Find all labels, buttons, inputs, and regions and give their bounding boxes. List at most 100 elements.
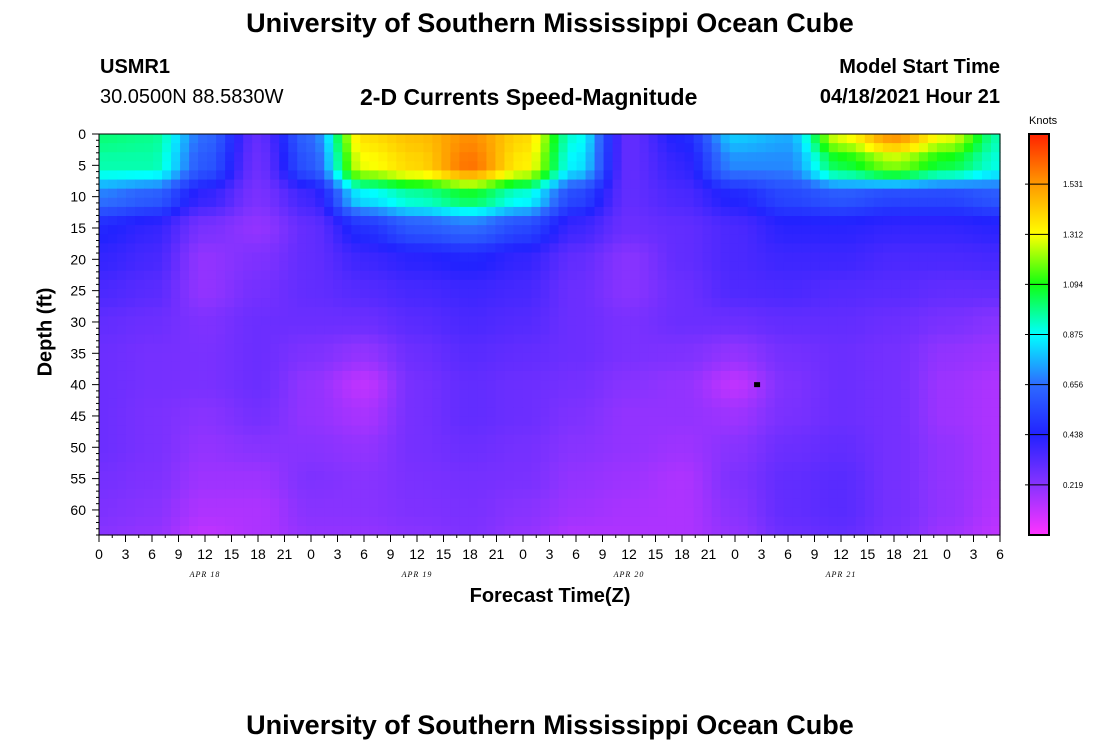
heatmap-cell [594,452,605,463]
heatmap-cell [522,462,533,472]
heatmap-cell [819,134,830,144]
heatmap-cell [936,243,947,254]
heatmap-cell [729,352,740,363]
heatmap-cell [351,416,361,427]
heatmap-cell [180,462,190,472]
heatmap-cell [117,471,127,481]
heatmap-cell [576,334,587,345]
heatmap-cell [657,325,668,336]
heatmap-cell [657,416,668,427]
heatmap-cell [774,298,785,308]
heatmap-cell [765,197,776,208]
heatmap-cell [477,307,488,317]
heatmap-cell [756,471,767,481]
heatmap-cell [603,197,614,208]
heatmap-cell [513,452,524,463]
heatmap-cell [261,206,271,217]
heatmap-cell [117,298,127,308]
heatmap-cell [423,252,433,263]
heatmap-cell [315,261,325,272]
heatmap-cell [963,288,974,299]
heatmap-cell [135,416,145,427]
heatmap-cell [198,252,208,263]
heatmap-cell [135,252,145,263]
heatmap-cell [639,188,650,199]
heatmap-cell [747,480,758,491]
heatmap-cell [468,525,479,536]
heatmap-cell [99,143,109,153]
heatmap-cell [639,279,650,290]
heatmap-cell [954,361,965,372]
heatmap-cell [756,489,767,500]
heatmap-cell [99,225,109,235]
heatmap-cell [279,252,289,263]
heatmap-cell [306,389,316,399]
heatmap-cell [315,525,325,536]
heatmap-cell [630,170,641,181]
heatmap-cell [315,188,325,199]
heatmap-cell [738,507,749,518]
heatmap-cell [927,206,938,217]
heatmap-cell [882,334,893,345]
heatmap-cell [459,279,470,290]
heatmap-cell [594,279,605,290]
heatmap-cell [666,179,677,190]
heatmap-cell [342,161,352,172]
heatmap-cell [873,307,884,317]
heatmap-cell [261,143,271,153]
heatmap-cell [621,425,632,436]
heatmap-cell [549,398,560,409]
heatmap-cell [108,234,118,244]
heatmap-cell [522,507,533,518]
heatmap-cell [369,462,379,472]
heatmap-cell [927,380,938,390]
heatmap-cell [585,134,596,144]
heatmap-cell [270,161,280,172]
heatmap-cell [450,407,460,418]
heatmap-cell [693,425,704,436]
heatmap-cell [666,216,677,226]
heatmap-cell [585,279,596,290]
heatmap-cell [711,361,722,372]
heatmap-cell [288,525,298,536]
heatmap-cell [936,316,947,326]
heatmap-cell [675,452,686,463]
heatmap-cell [720,206,731,217]
heatmap-cell [837,252,848,263]
date-label: APR 18 [189,570,221,579]
heatmap-cell [747,261,758,272]
heatmap-cell [882,143,893,153]
heatmap-cell [270,225,280,235]
heatmap-cell [972,316,983,326]
heatmap-cell [765,370,776,381]
heatmap-cell [441,471,451,481]
heatmap-cell [126,398,136,409]
heatmap-cell [846,243,857,254]
heatmap-cell [864,206,875,217]
heatmap-cell [972,425,983,436]
heatmap-cell [180,288,190,299]
heatmap-cell [441,152,451,162]
heatmap-cell [756,370,767,381]
heatmap-cell [207,352,217,363]
heatmap-cell [540,334,551,345]
heatmap-cell [693,516,704,527]
heatmap-cell [693,225,704,235]
heatmap-cell [513,525,524,536]
heatmap-cell [549,452,560,463]
heatmap-cell [801,316,812,326]
heatmap-cell [873,471,884,481]
heatmap-cell [531,434,542,445]
heatmap-cell [99,370,109,381]
heatmap-cell [648,307,659,317]
heatmap-cell [531,380,542,390]
heatmap-cell [180,525,190,536]
heatmap-cell [729,489,740,500]
heatmap-cell [162,462,172,472]
heatmap-cell [747,298,758,308]
heatmap-cell [855,325,866,336]
heatmap-cell [873,152,884,162]
heatmap-cell [873,134,884,144]
heatmap-cell [774,134,785,144]
heatmap-cell [234,316,244,326]
